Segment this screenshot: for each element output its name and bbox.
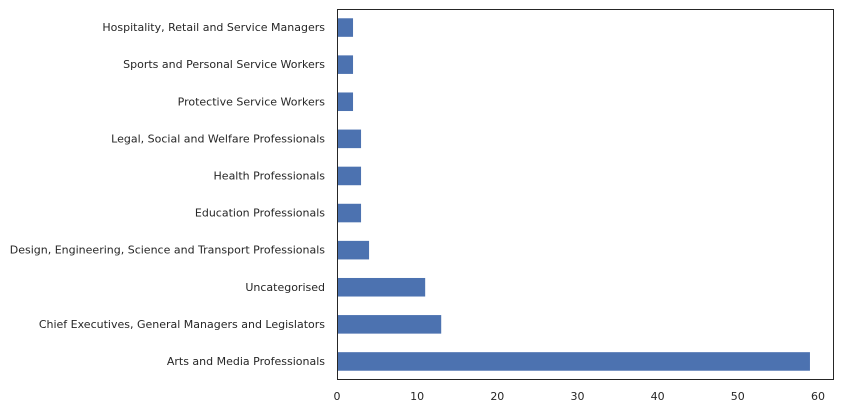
category-label: Hospitality, Retail and Service Managers xyxy=(102,21,325,34)
category-label: Legal, Social and Welfare Professionals xyxy=(111,132,325,145)
x-tick-label: 0 xyxy=(334,390,341,403)
bar-5 xyxy=(337,203,362,223)
category-labels: Hospitality, Retail and Service Managers… xyxy=(10,21,326,368)
bar-8 xyxy=(337,315,442,334)
category-label: Education Professionals xyxy=(195,207,325,220)
bar-4 xyxy=(337,166,362,186)
plot-frame xyxy=(337,9,834,380)
bar-1 xyxy=(337,55,354,74)
bar-7 xyxy=(337,277,426,297)
x-tick-label: 50 xyxy=(731,390,745,403)
category-label: Design, Engineering, Science and Transpo… xyxy=(10,244,326,257)
x-axis-ticks: 0 10 20 30 40 50 60 xyxy=(334,390,825,403)
x-tick-label: 10 xyxy=(410,390,424,403)
bar-3 xyxy=(337,129,362,149)
x-tick-label: 20 xyxy=(490,390,504,403)
x-tick-label: 30 xyxy=(570,390,584,403)
category-label: Protective Service Workers xyxy=(178,95,326,108)
category-label: Health Professionals xyxy=(214,169,326,182)
category-label: Uncategorised xyxy=(245,281,325,294)
bar-6 xyxy=(337,240,370,260)
x-tick-label: 40 xyxy=(651,390,665,403)
bar-2 xyxy=(337,92,354,112)
bar-9 xyxy=(337,352,810,371)
bars-group xyxy=(337,18,810,371)
x-tick-label: 60 xyxy=(811,390,825,403)
category-label: Arts and Media Professionals xyxy=(167,355,325,368)
category-label: Chief Executives, General Managers and L… xyxy=(39,318,325,331)
category-label: Sports and Personal Service Workers xyxy=(123,58,325,71)
bar-0 xyxy=(337,18,354,37)
